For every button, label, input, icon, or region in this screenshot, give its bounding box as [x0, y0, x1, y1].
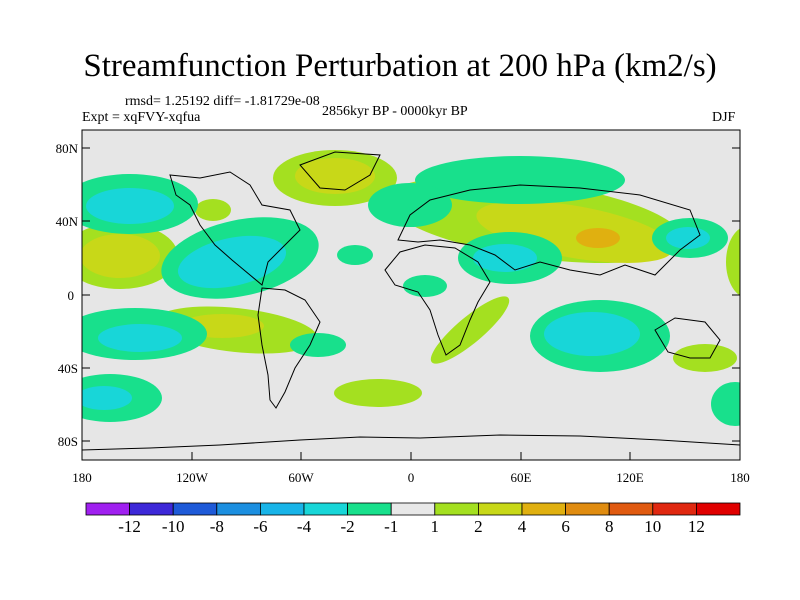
- season-label: DJF: [712, 110, 736, 125]
- colorbar-box-12: [608, 502, 654, 516]
- anomaly-africa-pos: [430, 296, 510, 364]
- colorbar-label-5: -2: [341, 517, 355, 536]
- lon-label-0: 0: [408, 470, 415, 485]
- colorbar-label-10: 6: [561, 517, 570, 536]
- coast-north-america: [169, 171, 301, 286]
- colorbar-box-3: [216, 502, 261, 516]
- colorbar-label-11: 8: [605, 517, 614, 536]
- anomaly-eurasia-pos-mid: [476, 201, 674, 263]
- colorbar-box-13: [652, 502, 697, 516]
- lon-label-120w: 120W: [176, 470, 209, 485]
- anomaly-greenland-pos-inner: [295, 158, 375, 194]
- colorbar-label-9: 4: [518, 517, 527, 536]
- anomaly-npacific-neg-inner: [86, 188, 174, 224]
- colorbar-label-4: -4: [297, 517, 312, 536]
- colorbar-labels: -12 -10 -8 -6 -4 -2 -1 1 2 4 6 8 10 12: [118, 517, 705, 536]
- coast-antarctica: [82, 434, 740, 451]
- anomaly-indian-neg-inner: [544, 312, 640, 356]
- colorbar-box-9: [477, 502, 523, 516]
- anomaly-africa-neg: [403, 275, 447, 297]
- anomaly-npacific-pos-inner: [82, 234, 160, 278]
- lon-label-180e: 180: [730, 470, 750, 485]
- anomaly-southpacific-neg-inner: [82, 386, 132, 410]
- coast-south-america: [257, 287, 321, 409]
- map-background: [82, 130, 740, 460]
- coast-australia: [654, 317, 721, 359]
- anomaly-satlantic-pos: [334, 379, 422, 407]
- lat-label-40s: 40S: [58, 361, 78, 376]
- anomaly-spacific-neg-inner: [98, 324, 182, 352]
- anomaly-arctic-neg: [415, 156, 625, 204]
- colorbar-label-6: -1: [384, 517, 398, 536]
- anomaly-namerica-neg-inner: [177, 235, 287, 289]
- plot-title: Streamfunction Perturbation at 200 hPa (…: [83, 48, 717, 84]
- colorbar-label-3: -6: [253, 517, 267, 536]
- colorbar-label-1: -10: [162, 517, 185, 536]
- colorbar-box-11: [565, 502, 610, 516]
- coastlines: [82, 151, 740, 451]
- anomaly-wpacific-neg-inner: [666, 227, 710, 249]
- colorbar-box-0: [85, 502, 130, 516]
- lat-label-80s: 80S: [58, 434, 78, 449]
- anomaly-asia-pos-core: [576, 228, 620, 248]
- colorbar-label-2: -8: [210, 517, 224, 536]
- colorbar-box-10: [521, 502, 566, 516]
- colorbar-box-2: [172, 502, 218, 516]
- anomaly-dateline-neg: [711, 382, 740, 426]
- anomaly-natlantic-pos-small: [195, 199, 231, 221]
- coast-africa: [384, 244, 491, 356]
- lon-label-180w: 180: [72, 470, 92, 485]
- colorbar-box-7: [390, 502, 436, 516]
- colorbar-label-13: 12: [688, 517, 705, 536]
- coast-eurasia: [397, 184, 701, 276]
- contour-layer: [82, 150, 740, 426]
- coast-greenland: [299, 151, 381, 191]
- colorbar-box-5: [303, 502, 348, 516]
- colorbar-box-8: [434, 502, 479, 516]
- lon-label-60e: 60E: [511, 470, 532, 485]
- colorbar-label-7: 1: [431, 517, 440, 536]
- anomaly-midatlantic-neg: [337, 245, 373, 265]
- colorbar-box-1: [129, 502, 174, 516]
- experiment-label: Expt = xqFVY-xqfua: [82, 110, 201, 125]
- colorbar-box-4: [259, 502, 305, 516]
- lat-label-80n: 80N: [56, 141, 79, 156]
- anomaly-dateline-pos: [726, 228, 740, 296]
- anomaly-samerica-neg: [290, 333, 346, 357]
- lon-label-120e: 120E: [616, 470, 644, 485]
- period-label: 2856kyr BP - 0000kyr BP: [322, 104, 468, 119]
- lat-label-40n: 40N: [56, 214, 79, 229]
- stats-text: rmsd= 1.25192 diff= -1.81729e-08: [125, 94, 320, 109]
- colorbar-box-14: [696, 502, 741, 516]
- colorbar-box-6: [347, 502, 392, 516]
- anomaly-mideast-neg-inner: [473, 244, 537, 272]
- colorbar-label-0: -12: [118, 517, 141, 536]
- lon-label-60w: 60W: [288, 470, 314, 485]
- colorbar: [85, 502, 741, 516]
- lat-label-0: 0: [68, 288, 75, 303]
- anomaly-atlantic-neg: [368, 183, 452, 227]
- colorbar-label-12: 10: [644, 517, 661, 536]
- colorbar-label-8: 2: [474, 517, 483, 536]
